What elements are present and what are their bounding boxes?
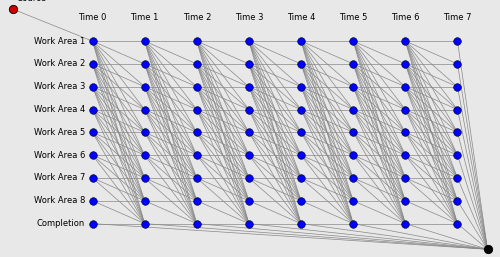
Text: Time 7: Time 7 [443,13,472,23]
Text: Time 5: Time 5 [339,13,368,23]
Text: Completion: Completion [36,219,85,228]
Text: Time 2: Time 2 [182,13,211,23]
Text: Time 0: Time 0 [78,13,106,23]
Text: Work Area 2: Work Area 2 [34,59,85,68]
Text: Work Area 6: Work Area 6 [34,151,85,160]
Text: Work Area 5: Work Area 5 [34,128,85,137]
Text: Time 1: Time 1 [130,13,159,23]
Text: Work Area 7: Work Area 7 [34,173,85,182]
Text: Source: Source [18,0,46,3]
Text: Work Area 3: Work Area 3 [34,82,85,91]
Text: Time 3: Time 3 [234,13,263,23]
Text: Work Area 1: Work Area 1 [34,36,85,46]
Text: Work Area 8: Work Area 8 [34,196,85,205]
Text: Time 4: Time 4 [287,13,316,23]
Text: Time 6: Time 6 [391,13,420,23]
Text: Work Area 4: Work Area 4 [34,105,85,114]
